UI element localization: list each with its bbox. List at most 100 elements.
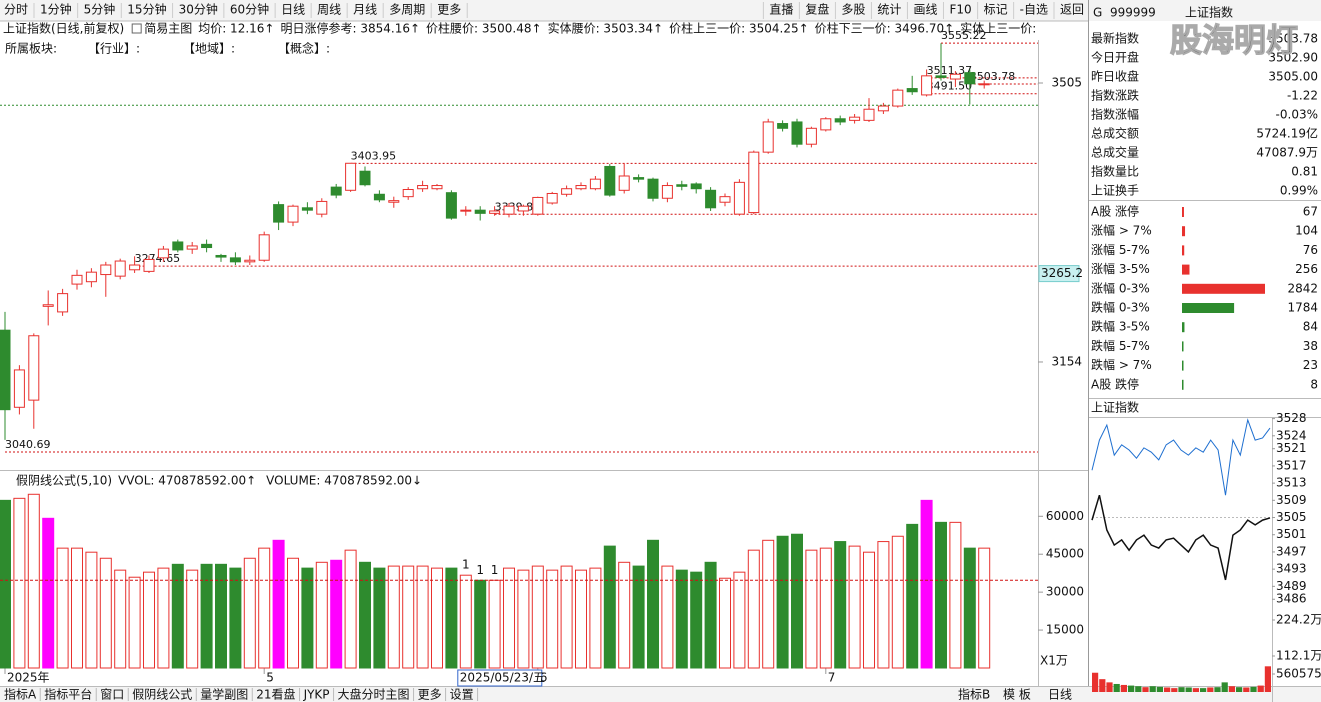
y-tick-label: 3486 <box>1276 592 1307 606</box>
candle-body <box>906 88 918 93</box>
indicator: 明日涨停参考: 3854.16↑ <box>280 21 420 36</box>
dist-value: 76 <box>1303 243 1318 257</box>
tab[interactable]: 30分钟 <box>179 2 218 17</box>
volume-bar <box>200 563 213 669</box>
y-tick-label: 560575 <box>1276 666 1321 680</box>
footer-button[interactable]: 日线 <box>1048 688 1072 702</box>
volume-bar <box>733 571 746 669</box>
tool-button[interactable]: 统计 <box>877 3 901 17</box>
footer-tab[interactable]: 窗口 <box>100 688 124 702</box>
mini-volume-bar <box>1192 688 1199 692</box>
indicator: 实体上三一价: <box>960 21 1036 36</box>
tab[interactable]: 多周期 <box>389 3 425 17</box>
volume-title: 假阴线公式(5,10) <box>16 474 112 488</box>
footer-tab[interactable]: 更多 <box>418 688 442 702</box>
cursor-date-box <box>457 669 543 687</box>
volume-bar <box>143 571 155 669</box>
dist-value: 67 <box>1303 205 1318 219</box>
tab[interactable]: 更多 <box>437 3 461 17</box>
chart-title: 上证指数(日线,前复权) <box>3 21 124 36</box>
mini-volume-bar <box>1207 687 1214 692</box>
footer-tab[interactable]: 大盘分时主图 <box>338 687 410 702</box>
tool-button[interactable]: F10 <box>949 3 971 17</box>
dist-bar <box>1182 360 1184 371</box>
volume-bar <box>805 549 818 669</box>
volume-bar <box>359 561 371 669</box>
volume-bar <box>632 565 645 669</box>
volume-bar <box>243 557 256 669</box>
candle-body <box>201 243 213 249</box>
y-tick-label: 112.1万 <box>1276 649 1321 663</box>
mini-volume-bar <box>1164 687 1171 692</box>
mini-volume-bar <box>1264 666 1271 692</box>
candle-body <box>85 271 97 283</box>
candle-body <box>402 189 414 198</box>
volume-bar <box>747 549 760 669</box>
dist-bar <box>1182 303 1235 313</box>
x-tick-label: 6 <box>540 671 548 685</box>
candle-body <box>489 210 501 214</box>
tab[interactable]: 日线 <box>281 3 305 17</box>
y-tick-label: 60000 <box>1046 509 1084 523</box>
candle-body <box>172 241 184 251</box>
dist-value: 1784 <box>1287 301 1318 315</box>
volume-bar <box>229 567 242 669</box>
volume-bar <box>13 497 26 669</box>
footer-button[interactable]: 指标B <box>958 687 990 702</box>
footer-button[interactable]: 模 板 <box>1003 688 1031 702</box>
tab[interactable]: 60分钟 <box>230 2 269 17</box>
tab[interactable]: 周线 <box>317 3 341 17</box>
y-tick-label: 3509 <box>1276 493 1307 507</box>
volume-bar <box>891 535 904 669</box>
candle-body <box>71 274 83 285</box>
volume-bar <box>877 541 890 669</box>
candle-body <box>301 207 313 211</box>
tool-button[interactable]: 直播 <box>769 3 793 17</box>
tool-button[interactable]: 复盘 <box>805 2 829 17</box>
footer-tab[interactable]: 假阴线公式 <box>132 688 192 702</box>
footer-tab[interactable]: 指标平台 <box>44 687 92 702</box>
candle-body <box>805 127 817 145</box>
candle-body <box>546 192 558 204</box>
volume-bar <box>459 574 472 669</box>
volume-bar <box>445 567 458 669</box>
tab[interactable]: 1分钟 <box>40 2 72 17</box>
volume-bar <box>27 493 40 669</box>
candle-body <box>42 304 54 307</box>
volume-bar <box>431 567 443 669</box>
tool-button[interactable]: 画线 <box>913 3 937 17</box>
tab[interactable]: 分时 <box>4 3 28 17</box>
tool-button[interactable]: -自选 <box>1020 3 1048 17</box>
y-tick-label: 224.2万 <box>1276 613 1321 627</box>
candle-body <box>143 258 155 272</box>
candle-body <box>215 254 227 258</box>
x-tick-label: 5 <box>266 671 274 685</box>
candle-body <box>647 178 659 199</box>
volume-bar <box>517 569 530 669</box>
dist-label: 跌幅 5-7% <box>1091 338 1150 353</box>
footer-tab[interactable]: 21看盘 <box>256 687 295 702</box>
volume-bar <box>171 563 184 669</box>
tab[interactable]: 5分钟 <box>84 2 116 17</box>
dist-value: 38 <box>1303 339 1318 353</box>
stat-value: 3503.78 <box>1268 32 1318 46</box>
tool-button[interactable]: 标记 <box>984 3 1008 17</box>
candle-body <box>719 196 731 203</box>
mini-volume-bar <box>1149 686 1156 692</box>
dist-label: 涨幅 > 7% <box>1091 223 1152 238</box>
footer-tab[interactable]: 指标A <box>4 687 37 702</box>
tool-button[interactable]: 多股 <box>841 3 865 17</box>
mini-volume-bar <box>1113 683 1120 692</box>
volume-bar <box>661 565 674 669</box>
y-tick-label: 30000 <box>1046 585 1084 599</box>
candle-body <box>431 185 443 190</box>
footer-tab[interactable]: JYKP <box>303 688 330 702</box>
tab[interactable]: 月线 <box>353 3 377 17</box>
candle-body <box>921 75 933 96</box>
tool-button[interactable]: 返回 <box>1060 3 1084 17</box>
icon <box>131 23 142 34</box>
footer-tab[interactable]: 量学副图 <box>200 687 248 702</box>
stat-label: 今日开盘 <box>1091 50 1139 65</box>
footer-tab[interactable]: 设置 <box>450 688 474 702</box>
tab[interactable]: 15分钟 <box>127 2 166 17</box>
